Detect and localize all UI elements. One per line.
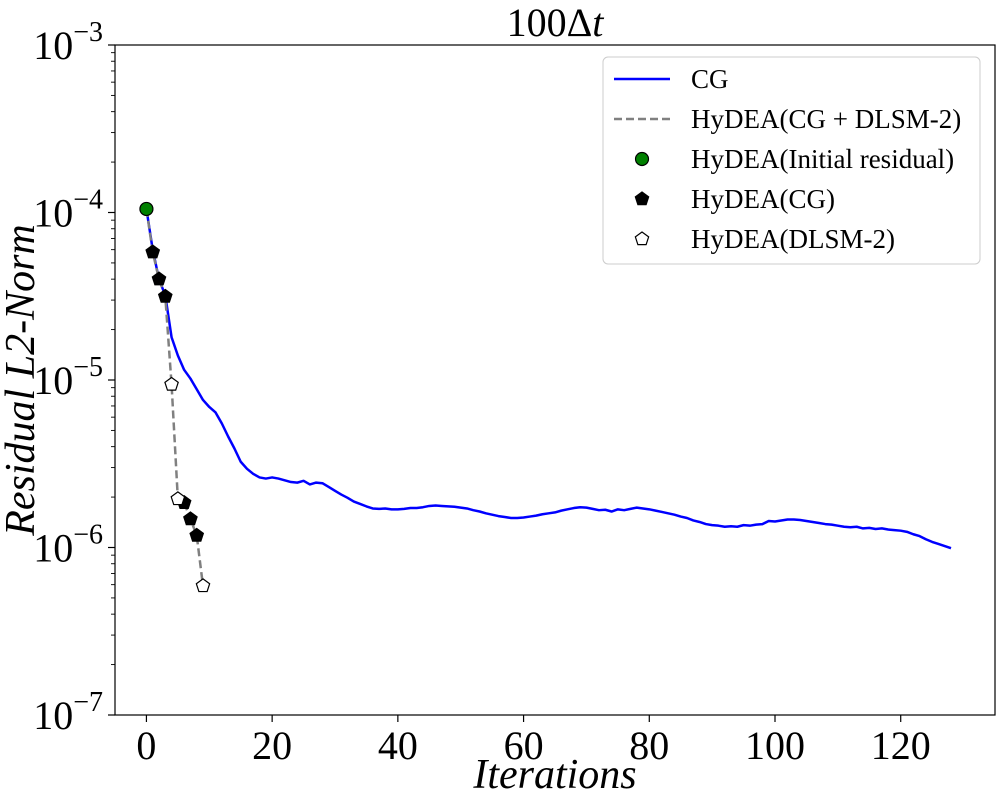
legend: CG HyDEA(CG + DLSM-2) HyDEA(Initial residu… xyxy=(602,56,981,265)
marker-hydea-cg xyxy=(183,511,198,526)
series-line-hydea-cg-dlsm-2 xyxy=(145,208,205,587)
x-tick-label: 120 xyxy=(871,723,931,768)
legend-label-hydea-cg-dlsm-2: HyDEA(CG + DLSM-2) xyxy=(691,104,961,134)
marker-hydea-cg xyxy=(189,527,205,542)
chart-title: 100Δt xyxy=(507,0,605,45)
legend-box xyxy=(602,56,981,265)
legend-swatch-hydea-initial-residual xyxy=(634,151,650,167)
x-tick-label: 60 xyxy=(504,723,544,768)
y-tick-label: 10−7 xyxy=(33,687,103,738)
x-axis-title: Iterations xyxy=(472,752,636,798)
legend-label-hydea-dlsm-2: HyDEA(DLSM-2) xyxy=(691,224,895,254)
legend-label-cg: CG xyxy=(691,64,729,94)
legend-swatch-hydea-cg xyxy=(634,191,650,206)
series-line-cg xyxy=(145,208,952,550)
marker-hydea-cg xyxy=(157,288,173,303)
legend-label-hydea-initial-residual: HyDEA(Initial residual) xyxy=(691,144,954,174)
y-tick-label: 10−3 xyxy=(33,17,103,68)
legend-label-hydea-cg: HyDEA(CG) xyxy=(691,184,835,214)
x-tick-label: 100 xyxy=(745,723,805,768)
legend-swatch-hydea-dlsm-2 xyxy=(634,231,650,246)
y-tick-label: 10−4 xyxy=(33,185,103,236)
marker-hydea-cg xyxy=(151,271,167,286)
marker-hydea-initial-residual xyxy=(139,201,154,217)
y-tick-label: 10−6 xyxy=(33,520,103,571)
marker-hydea-cg xyxy=(145,244,161,259)
y-axis-title: Residual L2-Norm xyxy=(0,224,44,537)
marker-hydea-dlsm-2 xyxy=(170,491,186,506)
x-tick-label: 20 xyxy=(252,723,292,768)
x-tick-label: 0 xyxy=(136,723,156,768)
x-tick-label: 80 xyxy=(629,723,669,768)
y-tick-label: 10−5 xyxy=(33,352,103,403)
marker-hydea-dlsm-2 xyxy=(164,376,179,391)
x-tick-label: 40 xyxy=(378,723,418,768)
marker-hydea-dlsm-2 xyxy=(195,578,211,593)
